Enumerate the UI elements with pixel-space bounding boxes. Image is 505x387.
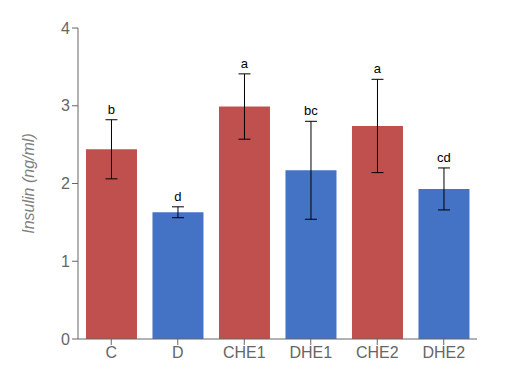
- svg-text:3: 3: [61, 97, 70, 114]
- svg-text:0: 0: [61, 331, 70, 348]
- svg-text:Insulin (ng/ml): Insulin (ng/ml): [20, 133, 37, 233]
- svg-text:a: a: [374, 61, 382, 76]
- svg-text:D: D: [172, 344, 184, 361]
- svg-text:a: a: [241, 56, 249, 71]
- svg-text:1: 1: [61, 253, 70, 270]
- svg-text:CHE1: CHE1: [223, 344, 266, 361]
- svg-text:C: C: [105, 344, 117, 361]
- svg-text:b: b: [108, 102, 115, 117]
- svg-text:DHE1: DHE1: [289, 344, 332, 361]
- svg-text:bc: bc: [304, 103, 318, 118]
- svg-text:d: d: [174, 189, 181, 204]
- svg-text:DHE2: DHE2: [422, 344, 465, 361]
- svg-text:2: 2: [61, 175, 70, 192]
- svg-text:4: 4: [61, 20, 70, 37]
- svg-text:cd: cd: [437, 150, 451, 165]
- svg-text:CHE2: CHE2: [356, 344, 399, 361]
